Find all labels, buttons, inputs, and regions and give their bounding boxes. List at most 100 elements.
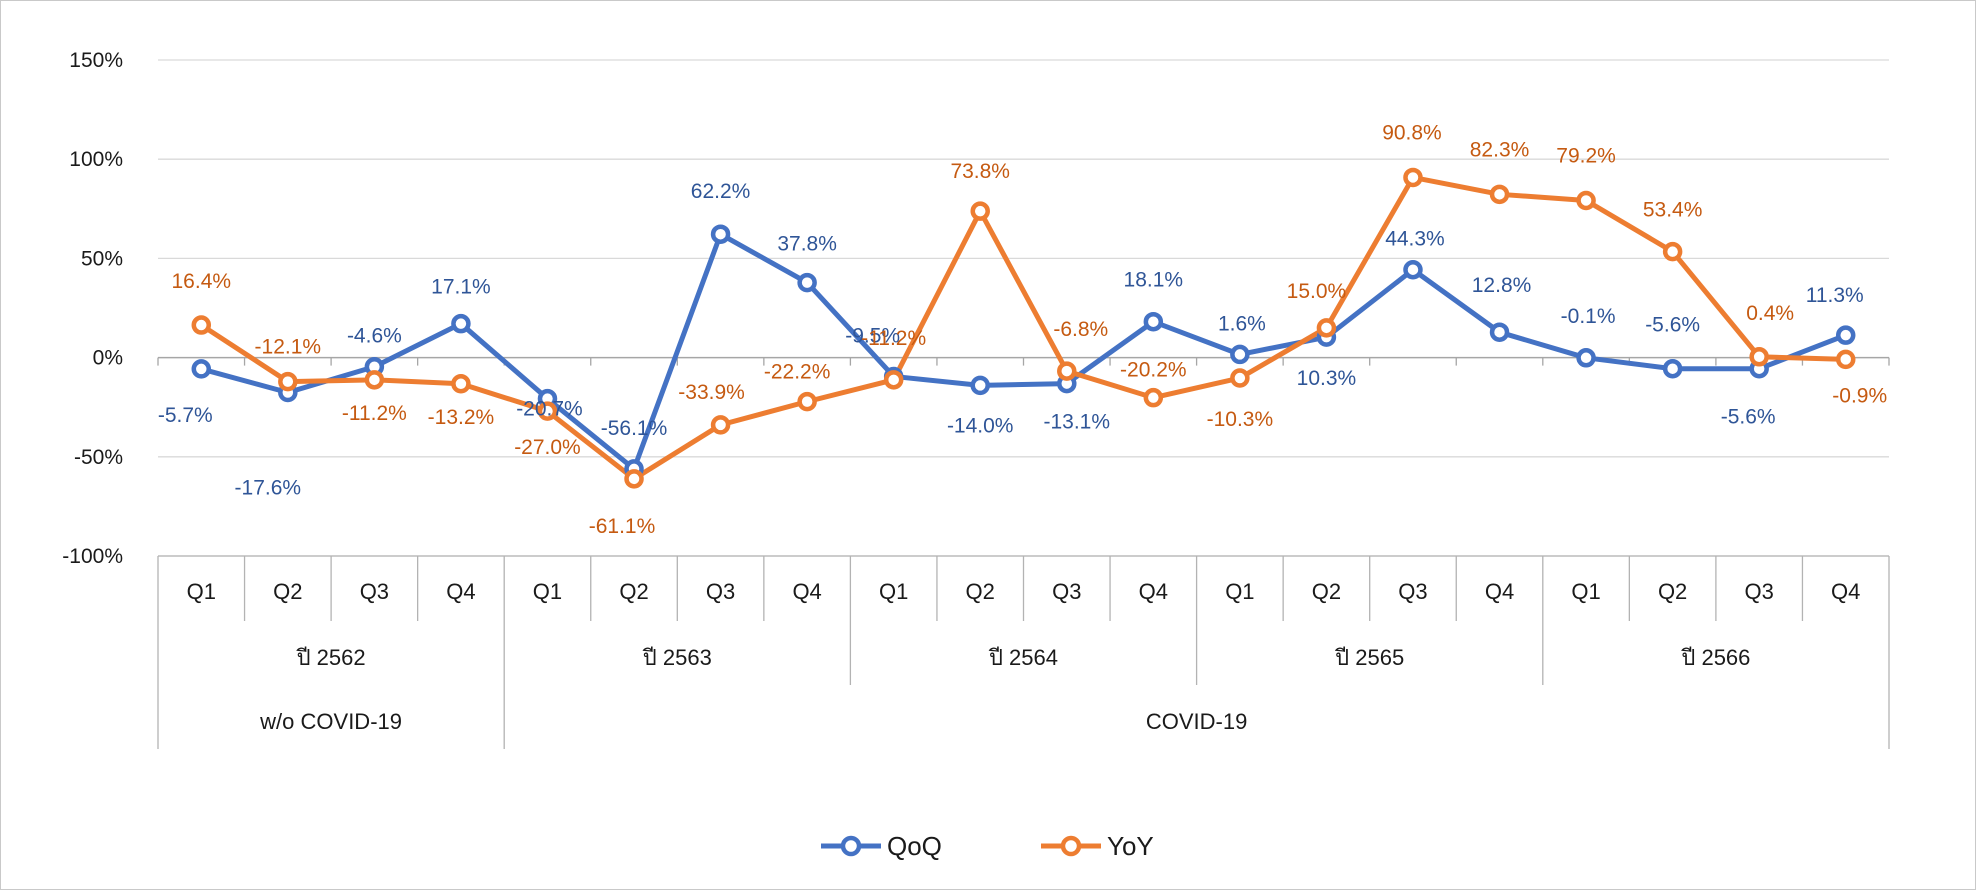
data-label-yoy: 16.4% bbox=[172, 270, 232, 293]
series-lines bbox=[191, 167, 1856, 489]
data-label-yoy: -12.1% bbox=[255, 336, 322, 359]
data-point-qoq bbox=[1576, 348, 1596, 368]
series-line-yoy bbox=[199, 174, 1846, 482]
data-point-yoy bbox=[1230, 368, 1250, 388]
year-group-label: ปี 2563 bbox=[642, 645, 712, 670]
year-group-label: ปี 2562 bbox=[295, 645, 365, 670]
data-label-yoy: 73.8% bbox=[950, 160, 1010, 183]
data-point-qoq bbox=[1403, 259, 1423, 280]
data-point-yoy bbox=[1057, 361, 1077, 381]
data-label-qoq: 37.8% bbox=[777, 233, 837, 256]
data-label-qoq: -13.1% bbox=[1044, 411, 1111, 434]
y-tick-label: 150% bbox=[69, 49, 123, 72]
data-label-yoy: 79.2% bbox=[1556, 144, 1616, 167]
data-label-qoq: -20.7% bbox=[516, 398, 583, 421]
legend-label-yoy: YoY bbox=[1107, 831, 1154, 861]
data-point-qoq bbox=[1230, 344, 1250, 365]
x-tick-label: Q1 bbox=[187, 579, 216, 604]
y-tick-label: 100% bbox=[69, 148, 123, 171]
x-axis: Q1 Q2 Q3 Q4 Q1 Q2 Q3 Q4 Q1 Q2 Q3 Q4 Q1 Q2 Q3 Q4 Q1 Q2 Q3 Q4… bbox=[157, 356, 1890, 749]
data-label-qoq: 11.3% bbox=[1806, 284, 1864, 307]
legend-marker-yoy bbox=[1060, 835, 1082, 857]
data-label-qoq: 1.6% bbox=[1218, 312, 1266, 335]
legend-label-qoq: QoQ bbox=[887, 831, 942, 861]
period-group-label: w/o COVID-19 bbox=[259, 709, 402, 734]
data-point-yoy bbox=[883, 370, 904, 390]
data-point-qoq bbox=[970, 375, 990, 396]
data-label-qoq: 12.8% bbox=[1472, 274, 1532, 297]
x-tick-label: Q2 bbox=[966, 579, 995, 604]
data-point-yoy bbox=[1662, 241, 1683, 262]
data-point-yoy bbox=[1835, 349, 1856, 370]
data-point-qoq bbox=[797, 272, 817, 293]
data-label-qoq: 62.2% bbox=[691, 180, 751, 203]
data-label-yoy: -61.1% bbox=[589, 515, 656, 538]
year-group-label: ปี 2566 bbox=[1680, 645, 1750, 670]
data-point-yoy bbox=[278, 371, 298, 392]
x-tick-label: Q4 bbox=[792, 579, 821, 604]
data-point-yoy bbox=[364, 370, 385, 390]
data-point-yoy bbox=[970, 201, 990, 221]
data-point-yoy bbox=[1489, 184, 1510, 205]
x-tick-label: Q4 bbox=[1485, 579, 1514, 604]
data-label-yoy: 53.4% bbox=[1643, 199, 1703, 222]
data-label-yoy: -33.9% bbox=[678, 381, 745, 404]
legend: QoQ YoY bbox=[821, 831, 1154, 861]
y-axis-ticks: 150% 100% 50% 0% -50% -100% bbox=[62, 49, 123, 568]
data-point-yoy bbox=[710, 415, 731, 435]
data-label-yoy: -11.2% bbox=[861, 327, 926, 350]
x-tick-label: Q3 bbox=[1052, 579, 1081, 604]
legend-marker-qoq bbox=[840, 835, 862, 857]
x-tick-label: Q1 bbox=[1571, 579, 1600, 604]
data-point-yoy bbox=[1316, 318, 1337, 338]
x-tick-label: Q2 bbox=[273, 579, 302, 604]
data-label-qoq: -5.6% bbox=[1721, 406, 1776, 429]
data-point-qoq bbox=[1489, 322, 1510, 342]
data-point-qoq bbox=[1662, 358, 1683, 379]
x-tick-label: Q1 bbox=[879, 579, 908, 604]
y-tick-label: -100% bbox=[62, 545, 123, 568]
data-label-qoq: 17.1% bbox=[431, 276, 491, 299]
x-tick-label: Q2 bbox=[1312, 579, 1341, 604]
x-tick-label: Q2 bbox=[1658, 579, 1687, 604]
data-label-qoq: -5.7% bbox=[158, 404, 213, 427]
x-tick-label: Q3 bbox=[360, 579, 389, 604]
data-label-yoy: -0.9% bbox=[1832, 384, 1887, 407]
data-point-qoq bbox=[1143, 311, 1164, 332]
data-label-yoy: -6.8% bbox=[1053, 318, 1108, 341]
data-label-qoq: 18.1% bbox=[1124, 269, 1184, 292]
x-tick-label: Q3 bbox=[1398, 579, 1427, 604]
data-label-yoy: -11.2% bbox=[342, 402, 407, 425]
data-label-yoy: 0.4% bbox=[1746, 302, 1794, 325]
data-point-yoy bbox=[1143, 387, 1164, 408]
x-tick-label: Q4 bbox=[1139, 579, 1168, 604]
data-label-yoy: -20.2% bbox=[1120, 359, 1187, 382]
data-label-yoy: 90.8% bbox=[1382, 121, 1442, 144]
data-point-yoy bbox=[1749, 347, 1769, 367]
year-group-label: ปี 2564 bbox=[988, 645, 1058, 670]
data-label-yoy: 82.3% bbox=[1470, 138, 1530, 161]
data-label-qoq: 10.3% bbox=[1297, 367, 1357, 390]
data-point-yoy bbox=[797, 391, 817, 412]
data-label-qoq: -17.6% bbox=[235, 477, 302, 500]
x-tick-label: Q1 bbox=[533, 579, 562, 604]
data-label-yoy: -10.3% bbox=[1207, 408, 1274, 431]
data-label-qoq: -0.1% bbox=[1561, 305, 1616, 328]
data-point-qoq bbox=[710, 224, 731, 244]
data-point-yoy bbox=[1403, 167, 1423, 188]
year-group-label: ปี 2565 bbox=[1334, 645, 1404, 670]
data-label-qoq: 44.3% bbox=[1385, 228, 1445, 251]
x-tick-label: Q2 bbox=[619, 579, 648, 604]
gridlines bbox=[158, 59, 1889, 557]
y-tick-label: 50% bbox=[81, 247, 123, 270]
data-point-yoy bbox=[624, 469, 644, 489]
data-label-qoq: -14.0% bbox=[947, 414, 1014, 437]
data-point-qoq bbox=[191, 359, 212, 379]
data-label-qoq: -5.6% bbox=[1645, 314, 1700, 337]
x-tick-label: Q4 bbox=[446, 579, 475, 604]
data-label-yoy: -22.2% bbox=[764, 361, 831, 384]
data-point-yoy bbox=[537, 401, 558, 421]
x-tick-label: Q3 bbox=[706, 579, 735, 604]
x-tick-label: Q3 bbox=[1744, 579, 1773, 604]
data-point-qoq bbox=[1835, 325, 1856, 345]
